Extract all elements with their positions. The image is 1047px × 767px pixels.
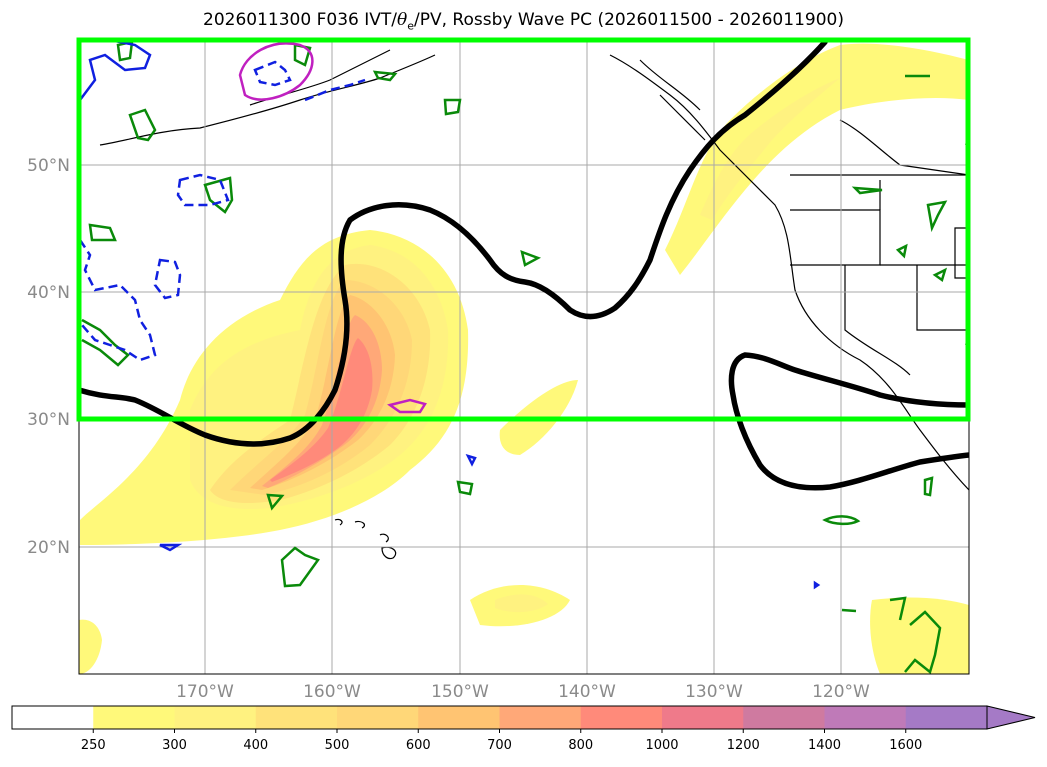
ivt-shading bbox=[79, 43, 969, 674]
magenta-contours bbox=[238, 42, 427, 414]
colorbar-swatch bbox=[12, 706, 94, 729]
colorbar-extend-arrow bbox=[986, 705, 1036, 730]
lon-label-120w: 120°W bbox=[812, 682, 870, 702]
black-contours bbox=[79, 39, 969, 491]
colorbar-label: 1000 bbox=[645, 738, 678, 753]
lon-label-150w: 150°W bbox=[431, 682, 489, 702]
longitude-labels: 170°W 160°W 150°W 140°W 130°W 120°W bbox=[176, 682, 870, 702]
map-title: 2026011300 F036 IVT/θe/PV, Rossby Wave P… bbox=[203, 10, 844, 33]
colorbar-swatch bbox=[905, 706, 988, 729]
colorbar-label: 1400 bbox=[808, 738, 841, 753]
colorbar-label: 600 bbox=[406, 738, 431, 753]
colorbar-swatch bbox=[499, 706, 582, 729]
colorbar-swatch bbox=[580, 706, 663, 729]
lat-label-20n: 20°N bbox=[27, 538, 70, 558]
colorbar-swatch bbox=[743, 706, 825, 729]
lon-label-140w: 140°W bbox=[558, 682, 616, 702]
colorbar-swatch bbox=[255, 706, 338, 729]
colorbar-label: 400 bbox=[243, 738, 268, 753]
colorbar-label: 500 bbox=[325, 738, 350, 753]
colorbar-swatch bbox=[337, 706, 419, 729]
coastlines bbox=[99, 49, 969, 560]
colorbar-label: 800 bbox=[568, 738, 593, 753]
latitude-labels: 50°N 40°N 30°N 20°N bbox=[27, 156, 70, 558]
colorbar-swatch bbox=[662, 706, 744, 729]
lon-label-160w: 160°W bbox=[303, 682, 361, 702]
colorbar-swatch bbox=[93, 706, 175, 729]
blue-contours bbox=[79, 38, 821, 590]
colorbar-label: 1200 bbox=[727, 738, 760, 753]
colorbar-label: 300 bbox=[162, 738, 187, 753]
lat-label-40n: 40°N bbox=[27, 283, 70, 303]
colorbar-label: 250 bbox=[81, 738, 106, 753]
graticule bbox=[79, 38, 969, 674]
colorbar-swatch bbox=[174, 706, 257, 729]
colorbar-label: 700 bbox=[487, 738, 512, 753]
colorbar: 250 300 400 500 600 700 800 1000 1200 1400 1600 bbox=[11, 705, 1036, 753]
green-contours bbox=[81, 40, 969, 674]
lon-label-130w: 130°W bbox=[685, 682, 743, 702]
lat-label-50n: 50°N bbox=[27, 156, 70, 176]
lon-label-170w: 170°W bbox=[176, 682, 234, 702]
region-highlight-box bbox=[76, 37, 971, 422]
lat-label-30n: 30°N bbox=[27, 410, 70, 430]
colorbar-label: 1600 bbox=[889, 738, 922, 753]
colorbar-swatch bbox=[824, 706, 907, 729]
colorbar-swatch bbox=[418, 706, 500, 729]
